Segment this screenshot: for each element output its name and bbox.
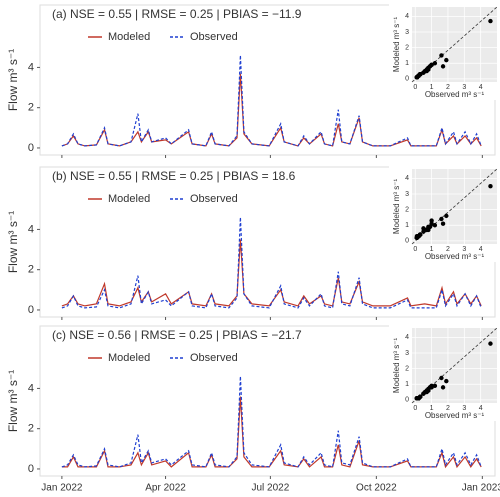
inset-y-tick-label: 4 (405, 175, 409, 182)
inset-x-tick-label: 0 (413, 246, 417, 253)
panel-title: (b) NSE = 0.55 | RMSE = 0.25 | PBIAS = 1… (52, 169, 296, 183)
inset-y-tick-label: 3 (405, 191, 409, 198)
inset-point (414, 75, 420, 80)
inset-point (439, 375, 444, 381)
y-tick-label: 2 (28, 423, 34, 435)
inset-point (421, 70, 426, 75)
panel-title: (a) NSE = 0.55 | RMSE = 0.25 | PBIAS = −… (52, 7, 302, 21)
one-to-one-line (411, 168, 498, 245)
inset-point (421, 229, 426, 234)
y-tick-label: 2 (28, 102, 34, 114)
y-axis-label: Flow m³ s⁻¹ (6, 49, 20, 111)
inset-y-label: Modeled m³ s⁻¹ (392, 337, 401, 393)
legend-label: Observed (190, 193, 238, 205)
inset-point (444, 57, 449, 63)
inset-x-tick-label: 1 (430, 405, 434, 412)
inset-y-tick-label: 3 (405, 29, 409, 36)
inset-y-tick-label: 2 (405, 44, 409, 51)
inset-y-label: Modeled m³ s⁻¹ (392, 16, 401, 72)
inset-y-tick-label: 1 (405, 222, 409, 229)
inset-x-tick-label: 3 (462, 246, 466, 253)
one-to-one-line (411, 327, 498, 404)
inset-point (424, 227, 429, 233)
inset-point (488, 18, 493, 24)
series-line (61, 376, 482, 468)
series-line (61, 239, 482, 307)
legend-label: Modeled (108, 31, 150, 43)
inset-x-tick-label: 4 (479, 84, 483, 91)
y-tick-label: 0 (28, 463, 34, 475)
inset-point (440, 64, 446, 69)
inset-point (424, 389, 429, 395)
inset-y-tick-label: 4 (405, 334, 409, 341)
inset-x-tick-label: 1 (430, 246, 434, 253)
inset-point (414, 396, 420, 401)
inset-x-tick-label: 2 (446, 405, 450, 412)
inset-point (488, 183, 493, 189)
inset-x-tick-label: 4 (479, 405, 483, 412)
inset-point (432, 383, 438, 389)
y-tick-label: 2 (28, 264, 34, 276)
one-to-one-line (411, 6, 498, 83)
inset-point (432, 61, 438, 66)
inset-x-tick-label: 1 (430, 84, 434, 91)
inset-point (421, 391, 426, 396)
inset-y-label: Modeled m³ s⁻¹ (392, 178, 401, 234)
legend-label: Observed (190, 352, 238, 364)
inset-point (444, 378, 449, 384)
inset-y-tick-label: 0 (405, 76, 409, 83)
inset-x-label: Observed m³ s⁻¹ (425, 90, 485, 99)
y-tick-label: 4 (28, 223, 34, 235)
inset-point (414, 235, 420, 240)
inset-point (429, 385, 434, 390)
inset-point (439, 216, 444, 222)
inset-y-tick-label: 0 (405, 397, 409, 404)
y-tick-label: 4 (28, 61, 34, 73)
inset-x-label: Observed m³ s⁻¹ (425, 411, 485, 420)
inset-y-tick-label: 1 (405, 60, 409, 67)
inset-x-label: Observed m³ s⁻¹ (425, 252, 485, 261)
series-line (61, 55, 482, 147)
series-line (61, 217, 482, 309)
legend-label: Observed (190, 31, 238, 43)
inset-x-tick-label: 0 (413, 405, 417, 412)
x-tick-label: Jan 2023 (462, 483, 500, 494)
inset-x-tick-label: 3 (462, 84, 466, 91)
x-tick-label: Jul 2022 (251, 483, 289, 494)
inset-point (440, 385, 446, 390)
legend-label: Modeled (108, 352, 150, 364)
inset-x-tick-label: 3 (462, 405, 466, 412)
inset-y-tick-label: 3 (405, 350, 409, 357)
y-axis-label: Flow m³ s⁻¹ (6, 370, 20, 432)
inset-point (432, 223, 438, 228)
inset-point (440, 221, 446, 226)
inset-point (444, 213, 449, 219)
x-tick-label: Oct 2022 (356, 483, 397, 494)
inset-y-tick-label: 2 (405, 365, 409, 372)
y-tick-label: 0 (28, 142, 34, 154)
inset-x-tick-label: 2 (446, 84, 450, 91)
inset-y-tick-label: 1 (405, 381, 409, 388)
inset-x-tick-label: 2 (446, 246, 450, 253)
inset-y-tick-label: 2 (405, 206, 409, 213)
x-tick-label: Jan 2022 (41, 483, 83, 494)
panel-title: (c) NSE = 0.56 | RMSE = 0.25 | PBIAS = −… (52, 328, 302, 342)
inset-x-tick-label: 4 (479, 246, 483, 253)
inset-point (424, 68, 429, 74)
legend-label: Modeled (108, 193, 150, 205)
inset-point (429, 62, 434, 68)
inset-y-tick-label: 0 (405, 238, 409, 245)
inset-point (429, 218, 434, 223)
y-axis-label: Flow m³ s⁻¹ (6, 211, 20, 273)
inset-y-tick-label: 4 (405, 13, 409, 20)
inset-point (488, 341, 493, 346)
inset-point (429, 221, 434, 226)
y-tick-label: 4 (28, 382, 34, 394)
inset-point (439, 53, 444, 58)
y-tick-label: 0 (28, 304, 34, 316)
x-tick-label: Apr 2022 (145, 483, 186, 494)
inset-x-tick-label: 0 (413, 84, 417, 91)
